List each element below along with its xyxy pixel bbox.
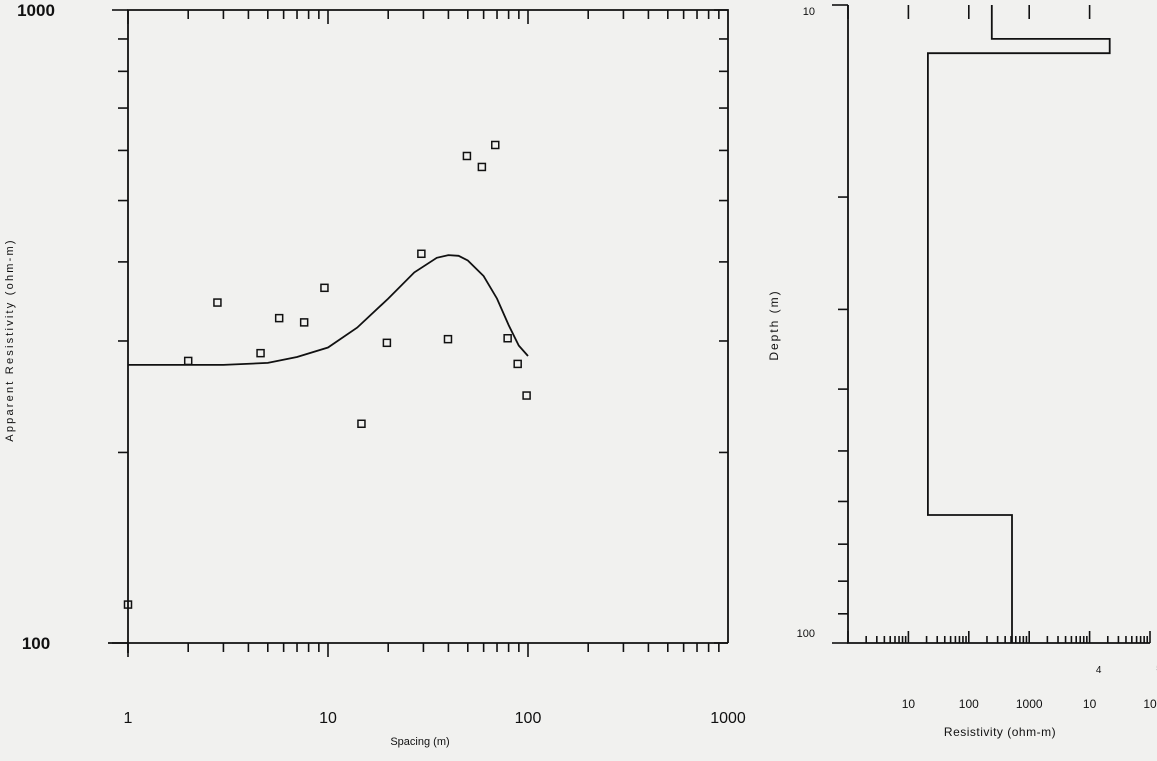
left-x-ticks [127,10,720,657]
apparent-resistivity-chart: 1 10 100 1000 100 1000 Spacing (m) Apparent R… [4,1,746,748]
right-tick-labels: 10100100010410510100 [797,6,1157,711]
left-y-tick-label: 100 [22,634,50,653]
right-y-axis-label: Depth (m) [767,289,781,360]
model-curve [128,254,529,366]
data-point [513,359,522,369]
right-chart-frame [847,5,1150,644]
data-point [357,419,366,429]
data-point [299,318,309,327]
data-point [522,391,531,400]
right-x-axis-label: Resistivity (ohm-m) [944,725,1056,739]
right-x-ticks [847,5,1151,643]
data-point [183,356,193,366]
data-point [462,151,472,161]
left-x-tick-label: 1 [124,710,133,727]
data-point [320,283,329,293]
left-frame-outline [127,9,729,653]
data-point [123,600,133,609]
left-chart-frame [108,9,729,653]
data-point [417,249,426,259]
left-x-tick-label: 10 [319,710,337,727]
right-x-tick-exponent: 4 [1096,665,1102,676]
right-x-tick-label: 10 [902,697,916,711]
left-y-axis-label: Apparent Resistivity (ohm-m) [4,238,16,441]
left-y-ticks [112,9,728,644]
data-point [256,348,265,358]
data-point [443,334,453,344]
right-axes-lines [847,5,1150,644]
layer-model-chart: 10100100010410510100 Resistivity (ohm-m)… [767,4,1157,739]
data-point [477,162,487,172]
data-point [503,333,512,343]
data-point [491,140,500,150]
right-x-tick-label: 10 [1083,697,1097,711]
left-x-tick-label: 1000 [710,710,746,727]
left-x-tick-label: 100 [515,710,542,727]
right-y-tick-label: 10 [803,6,815,18]
data-point [382,338,392,348]
resistivity-depth-profile [927,5,1111,643]
left-y-tick-label: 1000 [17,1,55,20]
right-x-tick-label: 10 [1143,697,1157,711]
left-x-axis-label: Spacing (m) [390,736,449,748]
data-points [123,140,531,609]
right-y-ticks [832,4,848,644]
right-x-tick-label: 1000 [1016,697,1043,711]
right-y-tick-label: 100 [797,628,815,640]
data-point [274,313,284,323]
data-point [213,298,222,307]
right-x-tick-label: 100 [959,697,979,711]
left-tick-labels: 1 10 100 1000 100 1000 [17,1,746,727]
